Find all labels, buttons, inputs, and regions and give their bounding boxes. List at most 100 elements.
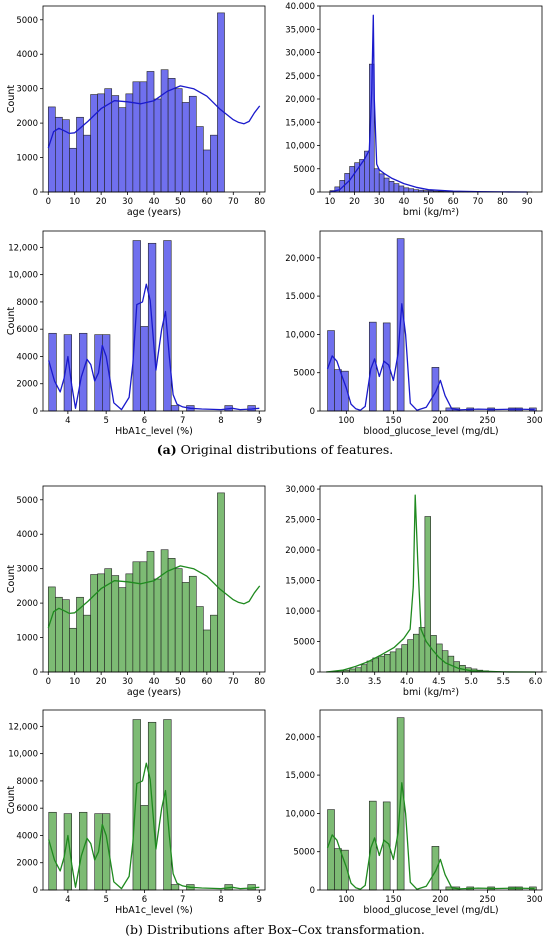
x-tick-label: 20 xyxy=(96,197,107,207)
x-tick-label: 0 xyxy=(46,677,51,687)
bar xyxy=(334,848,342,891)
x-tick-label: 100 xyxy=(338,416,354,426)
x-tick-label: 6.0 xyxy=(529,677,543,687)
y-tick-label: 10,000 xyxy=(8,271,38,281)
x-tick-label: 40 xyxy=(149,197,160,207)
x-tick-label: 20 xyxy=(349,197,360,207)
bar xyxy=(47,106,56,193)
y-tick-label: 0 xyxy=(33,668,38,678)
y-tick-label: 15,000 xyxy=(285,771,315,781)
plot-frame xyxy=(319,5,543,193)
x-tick-label: 250 xyxy=(479,895,495,905)
bar xyxy=(167,78,176,193)
y-tick-label: 5000 xyxy=(16,16,38,26)
y-tick-label: 0 xyxy=(310,886,315,896)
bar xyxy=(355,667,362,673)
bar xyxy=(181,582,190,673)
y-tick-label: 1000 xyxy=(16,634,38,644)
bar xyxy=(153,98,162,193)
x-tick-label: 5 xyxy=(103,416,108,426)
y-tick-label: 2000 xyxy=(16,119,38,129)
y-tick-label: 10,000 xyxy=(8,750,38,760)
chart-hba1c-boxcox: 4 5 6 7 8 9 0 2000 4000 6000 8000 10,000 12,000 HbA1c… xyxy=(6,709,266,916)
bar xyxy=(188,575,197,673)
y-tick-label: 10,000 xyxy=(285,142,315,152)
y-tick-label: 10,000 xyxy=(285,809,315,819)
y-tick-label: 5000 xyxy=(293,848,315,858)
chart-bmi-original: 10 20 30 40 50 60 70 80 90 0 5000 10,000 15,000 20,00… xyxy=(285,2,543,218)
bar xyxy=(153,578,162,673)
kde-line xyxy=(47,85,261,149)
bar xyxy=(210,614,218,673)
x-tick-label: 10 xyxy=(69,677,80,687)
x-tick-label: 60 xyxy=(448,197,459,207)
bar xyxy=(431,367,440,412)
bar xyxy=(384,654,391,673)
x-tick-label: 60 xyxy=(201,677,212,687)
bar xyxy=(403,187,410,193)
x-tick-label: 200 xyxy=(432,895,448,905)
x-tick-label: 150 xyxy=(385,895,401,905)
x-tick-label: 150 xyxy=(385,416,401,426)
kde-line xyxy=(48,762,260,890)
bar xyxy=(398,185,405,193)
x-tick-label: 3.0 xyxy=(336,677,350,687)
bar xyxy=(368,321,377,412)
y-tick-label: 10,000 xyxy=(285,330,315,340)
bar xyxy=(334,369,342,412)
bar xyxy=(349,668,356,673)
bar xyxy=(140,326,149,412)
x-tick-label: 0 xyxy=(46,197,51,207)
bar xyxy=(188,95,197,193)
x-tick-label: 30 xyxy=(122,677,133,687)
x-tick-label: 40 xyxy=(398,197,409,207)
bar xyxy=(47,586,56,673)
x-tick-label: 5.0 xyxy=(464,677,478,687)
caption-a-tag: (a) xyxy=(156,442,177,457)
y-tick-label: 25,000 xyxy=(285,72,315,82)
y-tick-label: 2000 xyxy=(16,380,38,390)
y-tick-label: 0 xyxy=(310,407,315,417)
bar xyxy=(174,88,183,193)
bar xyxy=(139,81,148,193)
bar xyxy=(401,644,408,673)
plot-frame xyxy=(42,709,266,891)
y-tick-label: 4000 xyxy=(16,831,38,841)
caption-b-tag: (b) xyxy=(125,922,143,937)
x-tick-label: 40 xyxy=(149,677,160,687)
bar xyxy=(368,800,377,891)
bar xyxy=(170,405,180,412)
y-tick-label: 2000 xyxy=(16,599,38,609)
bar xyxy=(163,719,172,891)
bar xyxy=(140,805,149,891)
x-tick-label: 50 xyxy=(175,197,186,207)
x-axis-label: bmi (kg/m²) xyxy=(403,687,459,698)
y-tick-label: 6000 xyxy=(16,325,38,335)
x-tick-label: 30 xyxy=(122,197,133,207)
y-tick-label: 0 xyxy=(33,407,38,417)
bar xyxy=(360,664,368,673)
x-tick-label: 4.0 xyxy=(400,677,414,687)
chart-bmi-boxcox: 3.0 3.5 4.0 4.5 5.0 5.5 6.0 0 5000 10,000 15,000 20… xyxy=(285,485,547,698)
y-tick-label: 12,000 xyxy=(8,243,38,253)
bar xyxy=(69,627,77,673)
kde-line xyxy=(329,14,528,193)
bar xyxy=(373,168,380,193)
x-tick-label: 70 xyxy=(472,197,483,207)
bar xyxy=(424,516,431,673)
y-tick-label: 0 xyxy=(310,668,315,678)
y-tick-label: 10,000 xyxy=(285,607,315,617)
bar xyxy=(327,809,335,891)
bar xyxy=(378,173,385,193)
y-tick-label: 20,000 xyxy=(285,95,315,105)
bar xyxy=(418,627,426,673)
chart-age-original: 0 10 20 30 40 50 60 70 80 0 1000 2000 3000 4000 5000 ag… xyxy=(6,5,266,218)
caption-b: (b) Distributions after Box–Cox transfor… xyxy=(0,922,550,937)
bar xyxy=(174,568,183,673)
y-tick-label: 6000 xyxy=(16,804,38,814)
bar xyxy=(366,660,374,673)
bar xyxy=(383,177,390,193)
x-tick-label: 5 xyxy=(103,895,108,905)
bar xyxy=(217,492,225,673)
